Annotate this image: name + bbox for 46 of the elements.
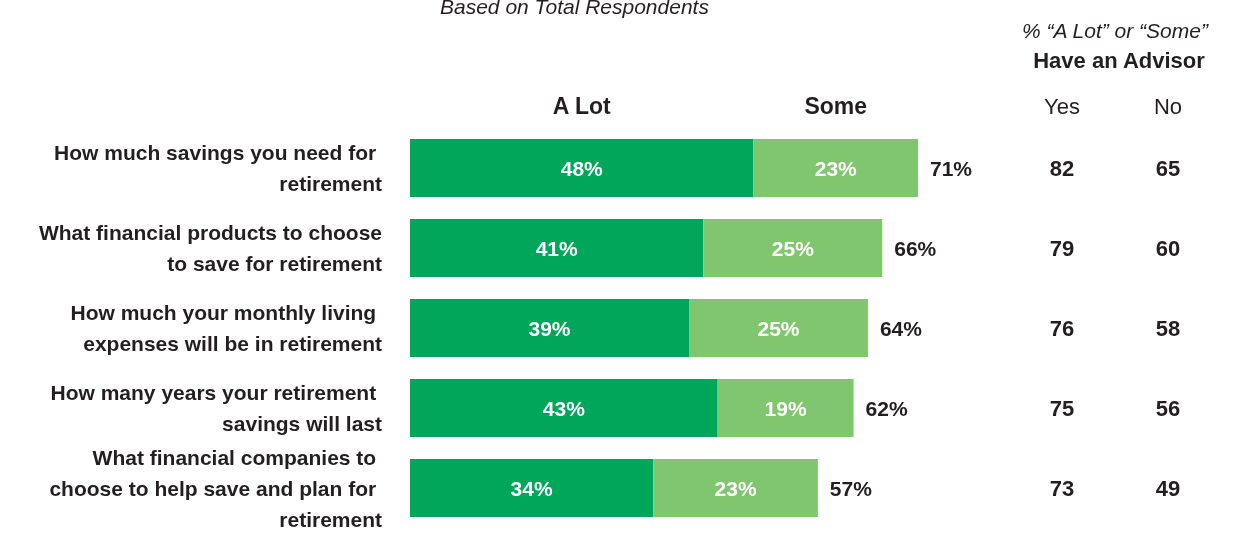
- total-label: 57%: [829, 476, 873, 500]
- text: 79: [1049, 235, 1075, 261]
- bar: [689, 299, 868, 357]
- data-label: 43%: [542, 396, 586, 420]
- y-tick-label: How much savings you need for retirement: [54, 141, 383, 195]
- text: No: [1153, 93, 1183, 119]
- total-label: 71%: [930, 156, 973, 180]
- data-label: 25%: [771, 236, 815, 260]
- y-tick-label: What financial companies to choose to help save and plan for retirement: [49, 445, 383, 531]
- data-label: 23%: [714, 476, 757, 500]
- bar: [653, 459, 818, 517]
- bar: [410, 299, 690, 357]
- series-label: Some: [804, 93, 868, 119]
- text: 75: [1049, 395, 1075, 421]
- data-label: 19%: [764, 396, 807, 420]
- total-label: 66%: [894, 236, 937, 260]
- y-tick-label: How much your monthly living expenses will be in retirement: [70, 301, 382, 355]
- bar: [410, 379, 718, 437]
- data-label: 41%: [535, 236, 579, 260]
- data-label: 23%: [814, 156, 858, 180]
- total-label: 62%: [865, 396, 908, 420]
- text: 60: [1155, 235, 1181, 261]
- y-tick-label: What financial products to choose to save for retirement: [38, 221, 382, 275]
- data-label: 48%: [560, 156, 604, 180]
- total-label: 64%: [879, 316, 923, 340]
- data-label: 34%: [510, 476, 553, 500]
- bar: [703, 219, 883, 277]
- bar: [753, 139, 918, 197]
- data-label: 25%: [757, 316, 800, 340]
- bar: [717, 379, 854, 437]
- text: 49: [1155, 475, 1181, 501]
- y-tick-label: How many years your retirement savings will last: [50, 381, 382, 435]
- text: 82: [1049, 155, 1075, 181]
- data-label: 39%: [528, 316, 571, 340]
- text: Have an Advisor: [1033, 47, 1206, 73]
- text: 56: [1155, 395, 1181, 421]
- text: 76: [1049, 315, 1075, 341]
- text: 73: [1049, 475, 1075, 501]
- bar: [410, 219, 704, 277]
- text: Yes: [1044, 93, 1080, 119]
- series-label: A Lot: [552, 93, 612, 119]
- text: 65: [1155, 155, 1181, 181]
- text: 58: [1155, 315, 1181, 341]
- text: % “A Lot” or “Some”: [1022, 18, 1209, 42]
- bar: [410, 459, 654, 517]
- bar: [410, 139, 754, 197]
